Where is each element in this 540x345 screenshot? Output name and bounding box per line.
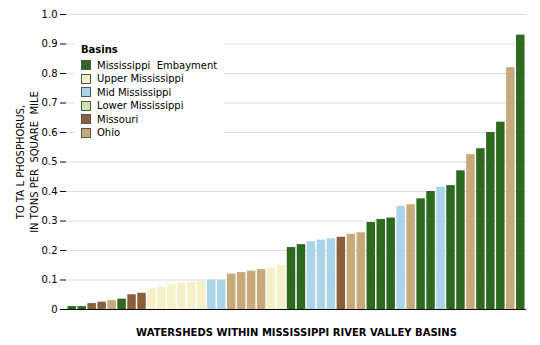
svg-text:0.9: 0.9: [42, 38, 58, 49]
svg-text:0.3: 0.3: [42, 215, 58, 226]
svg-text:0.4: 0.4: [42, 186, 58, 197]
svg-text:1.0: 1.0: [42, 9, 58, 20]
svg-text:WATERSHEDS WITHIN MISSISSIPPI: WATERSHEDS WITHIN MISSISSIPPI RIVER VALL…: [136, 327, 457, 338]
svg-text:0.1: 0.1: [42, 274, 58, 285]
svg-text:0.7: 0.7: [42, 97, 58, 108]
svg-text:0.6: 0.6: [42, 127, 58, 138]
html-text:Mid Mississippi: Mid Mississippi: [97, 86, 172, 98]
html-text:Mississippi Embayment: Mississippi Embayment: [97, 59, 218, 71]
svg-text:0.2: 0.2: [42, 245, 58, 256]
html-text:Upper Mississippi: Upper Mississippi: [97, 73, 184, 84]
html-text:Lower Mississippi: Lower Mississippi: [97, 100, 184, 111]
svg-text:TO TA L PHOSPHORUS,IN TONS PER: TO TA L PHOSPHORUS,IN TONS PER SQUARE MI…: [15, 91, 40, 233]
svg-text:0: 0: [51, 304, 57, 315]
html-text:Ohio: Ohio: [97, 127, 121, 138]
html-text:Missouri: Missouri: [97, 113, 139, 125]
svg-text:0.8: 0.8: [42, 68, 58, 79]
html-text:Basins: Basins: [81, 44, 118, 55]
svg-text:0.5: 0.5: [42, 156, 58, 167]
